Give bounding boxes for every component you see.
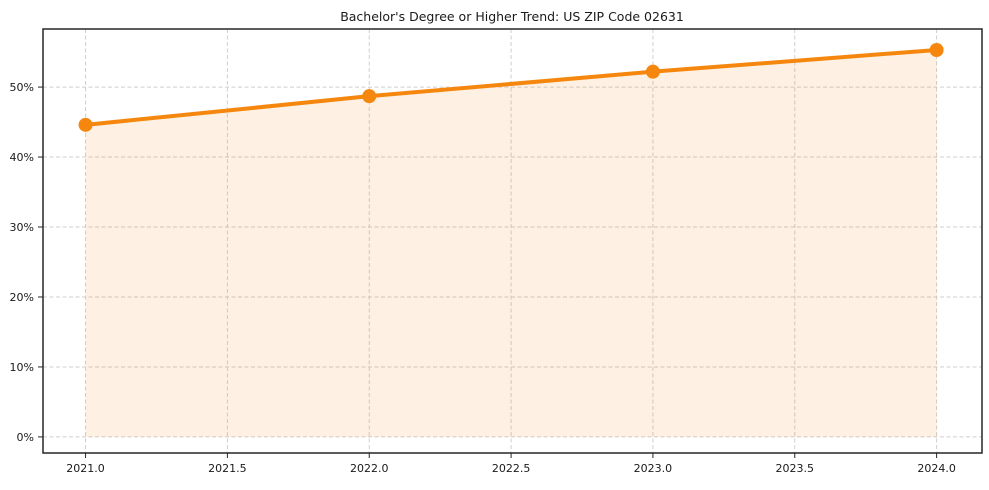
y-tick-label: 0% [17,431,34,444]
plot-border [42,28,983,454]
x-tick-label: 2022.0 [350,462,389,475]
x-tick-label: 2022.5 [492,462,531,475]
trend-area-fill [85,49,937,437]
data-point-markers [78,42,944,132]
data-point-marker [78,117,93,132]
x-tick-label: 2023.5 [776,462,815,475]
data-point-marker [645,64,660,79]
chart-title: Bachelor's Degree or Higher Trend: US ZI… [340,9,684,24]
y-tick-label: 30% [10,221,34,234]
gridlines [43,29,982,453]
y-tick-label: 20% [10,291,34,304]
x-tick-label: 2021.0 [66,462,105,475]
x-tick-label: 2021.5 [208,462,247,475]
y-tick-label: 40% [10,151,34,164]
y-tick-label: 50% [10,81,34,94]
x-tick-label: 2024.0 [917,462,956,475]
area-fill [85,49,937,437]
axis-ticks-and-labels: 2021.0 2021.5 2022.0 2022.5 2023.0 2023.5 2024… [10,81,956,475]
y-tick-label: 10% [10,361,34,374]
data-point-marker [362,89,377,104]
x-tick-label: 2023.0 [634,462,673,475]
data-point-marker [929,42,944,57]
trend-line-path [83,47,939,127]
trend-line [83,47,939,127]
